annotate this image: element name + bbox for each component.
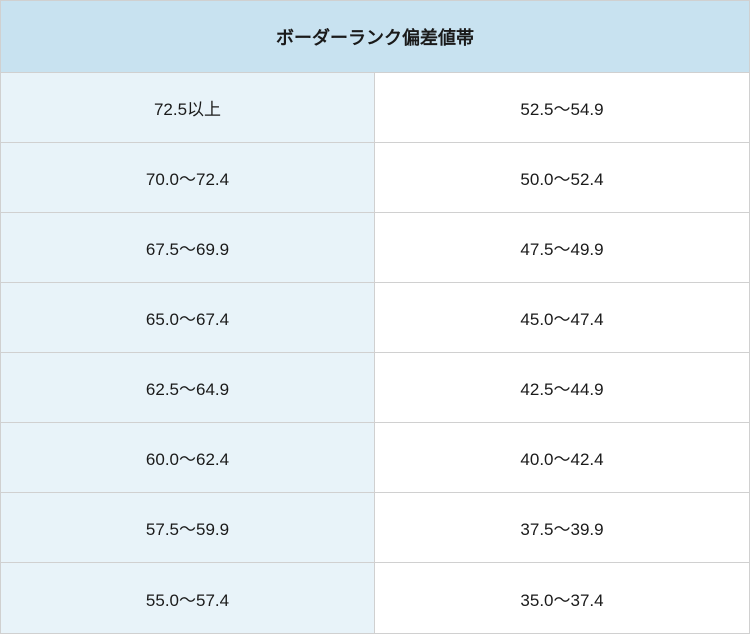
cell-right: 45.0～47.4 [375,283,749,352]
cell-right: 52.5～54.9 [375,73,749,142]
cell-right: 47.5～49.9 [375,213,749,282]
cell-left: 55.0～57.4 [1,563,375,633]
cell-right: 35.0～37.4 [375,563,749,633]
cell-left: 72.5以上 [1,73,375,142]
cell-right: 42.5～44.9 [375,353,749,422]
cell-right: 50.0～52.4 [375,143,749,212]
cell-left: 60.0～62.4 [1,423,375,492]
cell-left: 65.0～67.4 [1,283,375,352]
table-row: 72.5以上 52.5～54.9 [1,73,749,143]
cell-left: 62.5～64.9 [1,353,375,422]
cell-left: 70.0～72.4 [1,143,375,212]
table-row: 65.0～67.4 45.0～47.4 [1,283,749,353]
table-header-row: ボーダーランク偏差値帯 [1,1,749,73]
cell-right: 37.5～39.9 [375,493,749,562]
table-row: 67.5～69.9 47.5～49.9 [1,213,749,283]
cell-left: 67.5～69.9 [1,213,375,282]
table-row: 60.0～62.4 40.0～42.4 [1,423,749,493]
table-header-text: ボーダーランク偏差値帯 [276,24,474,50]
table-row: 70.0～72.4 50.0～52.4 [1,143,749,213]
score-range-table: ボーダーランク偏差値帯 72.5以上 52.5～54.9 70.0～72.4 5… [0,0,750,634]
table-row: 55.0～57.4 35.0～37.4 [1,563,749,633]
cell-right: 40.0～42.4 [375,423,749,492]
table-row: 62.5～64.9 42.5～44.9 [1,353,749,423]
cell-left: 57.5～59.9 [1,493,375,562]
table-row: 57.5～59.9 37.5～39.9 [1,493,749,563]
